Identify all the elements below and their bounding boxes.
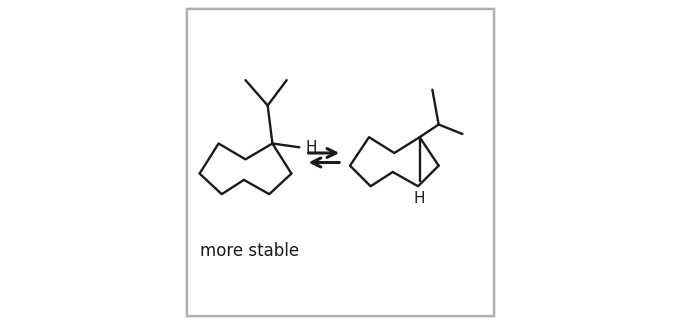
FancyBboxPatch shape [187, 9, 494, 316]
Text: more stable: more stable [200, 242, 299, 260]
Text: H: H [306, 140, 317, 155]
Text: H: H [414, 191, 426, 206]
